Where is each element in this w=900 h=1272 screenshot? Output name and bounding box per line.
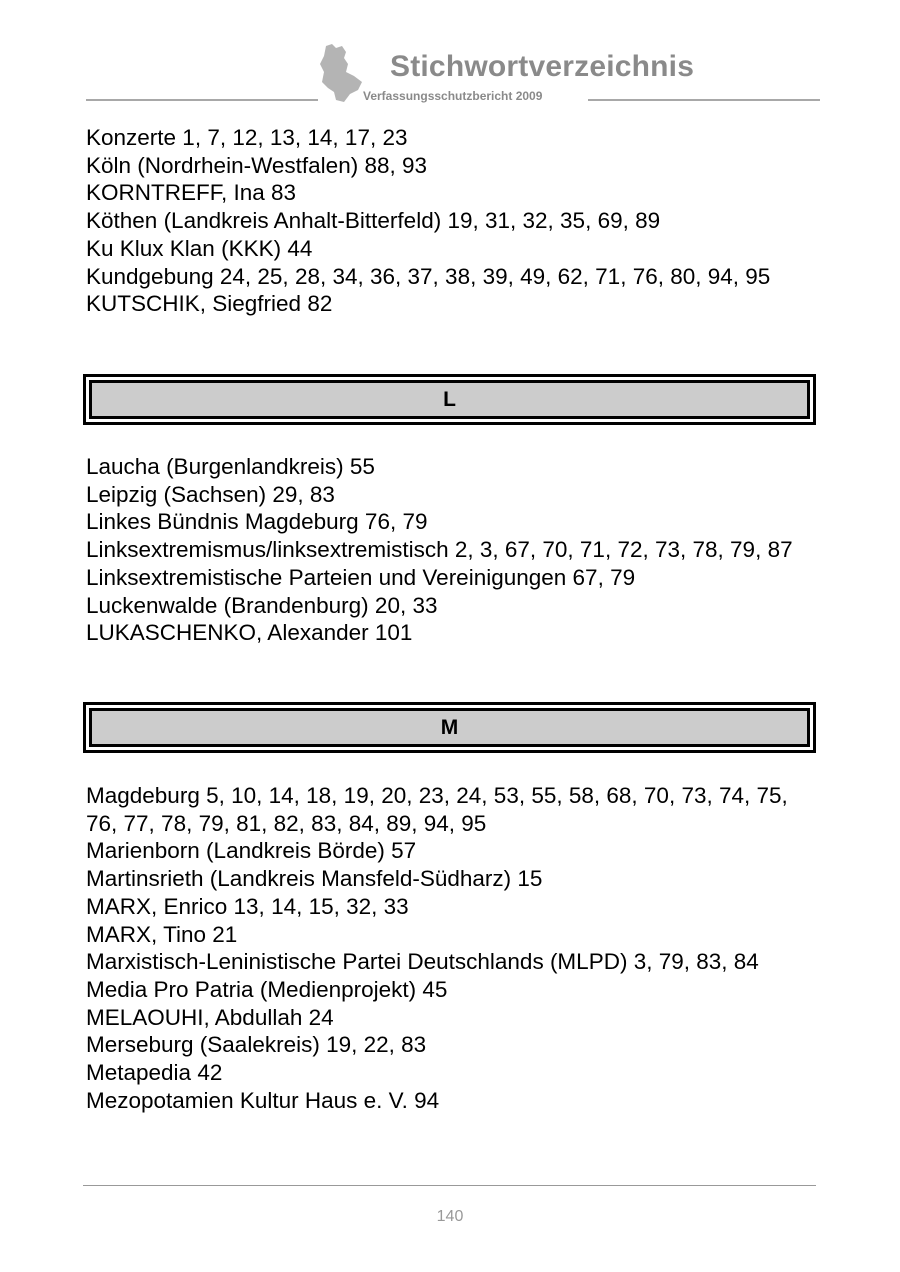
index-entry: Ku Klux Klan (KKK) 44 [86, 235, 313, 261]
letter-heading-label: L [89, 380, 810, 419]
index-entry: Konzerte 1, 7, 12, 13, 14, 17, 23 [86, 125, 408, 150]
index-entry: Kundgebung 24, 25, 28, 34, 36, 37, 38, 3… [86, 263, 771, 289]
index-entry: Mezopotamien Kultur Haus e. V. 94 [86, 1087, 440, 1113]
index-entry: Marxistisch-Leninistische Partei Deutsch… [86, 949, 759, 975]
header-rule-right [588, 99, 820, 101]
index-entry: Laucha (Burgenlandkreis) 55 [86, 454, 375, 479]
index-entry: Köthen (Landkreis Anhalt-Bitterfeld) 19,… [86, 208, 661, 234]
header-rule-left [86, 99, 318, 101]
index-entry: MELAOUHI, Abdullah 24 [86, 1004, 334, 1030]
footer-rule [83, 1185, 816, 1186]
index-entry: Metapedia 42 [86, 1060, 223, 1086]
index-section-k: Konzerte 1, 7, 12, 13, 14, 17, 23 Köln (… [86, 124, 821, 318]
index-entry: LUKASCHENKO, Alexander 101 [86, 620, 413, 646]
index-entry: Luckenwalde (Brandenburg) 20, 33 [86, 592, 438, 618]
index-entry: MARX, Enrico 13, 14, 15, 32, 33 [86, 893, 409, 919]
index-section-m: Magdeburg 5, 10, 14, 18, 19, 20, 23, 24,… [86, 782, 821, 1114]
index-entry: KUTSCHIK, Siegfried 82 [86, 291, 333, 317]
index-entry: Merseburg (Saalekreis) 19, 22, 83 [86, 1032, 427, 1058]
index-entry: Köln (Nordrhein-Westfalen) 88, 93 [86, 152, 428, 178]
index-entry: MARX, Tino 21 [86, 921, 238, 947]
index-section-l: Laucha (Burgenlandkreis) 55 Leipzig (Sac… [86, 453, 821, 647]
state-map-logo-icon [320, 44, 362, 102]
letter-heading-label: M [89, 708, 810, 747]
index-entry: Linksextremismus/linksextremistisch 2, 3… [86, 537, 793, 563]
index-entry: Linkes Bündnis Magdeburg 76, 79 [86, 509, 428, 535]
letter-heading-l: L [83, 374, 816, 425]
header-title: Stichwortverzeichnis [390, 50, 695, 83]
index-entry: Leipzig (Sachsen) 29, 83 [86, 481, 335, 507]
index-entry: Marienborn (Landkreis Börde) 57 [86, 838, 417, 864]
header-subtitle: Verfassungsschutzbericht 2009 [363, 89, 543, 103]
index-entry: Martinsrieth (Landkreis Mansfeld-Südharz… [86, 866, 543, 892]
index-entry: Linksextremistische Parteien und Vereini… [86, 564, 636, 590]
index-entry: KORNTREFF, Ina 83 [86, 180, 297, 206]
index-entry: Media Pro Patria (Medienprojekt) 45 [86, 976, 448, 1002]
index-entry: Magdeburg 5, 10, 14, 18, 19, 20, 23, 24,… [86, 783, 788, 836]
letter-heading-m: M [83, 702, 816, 753]
page-number: 140 [436, 1208, 464, 1225]
